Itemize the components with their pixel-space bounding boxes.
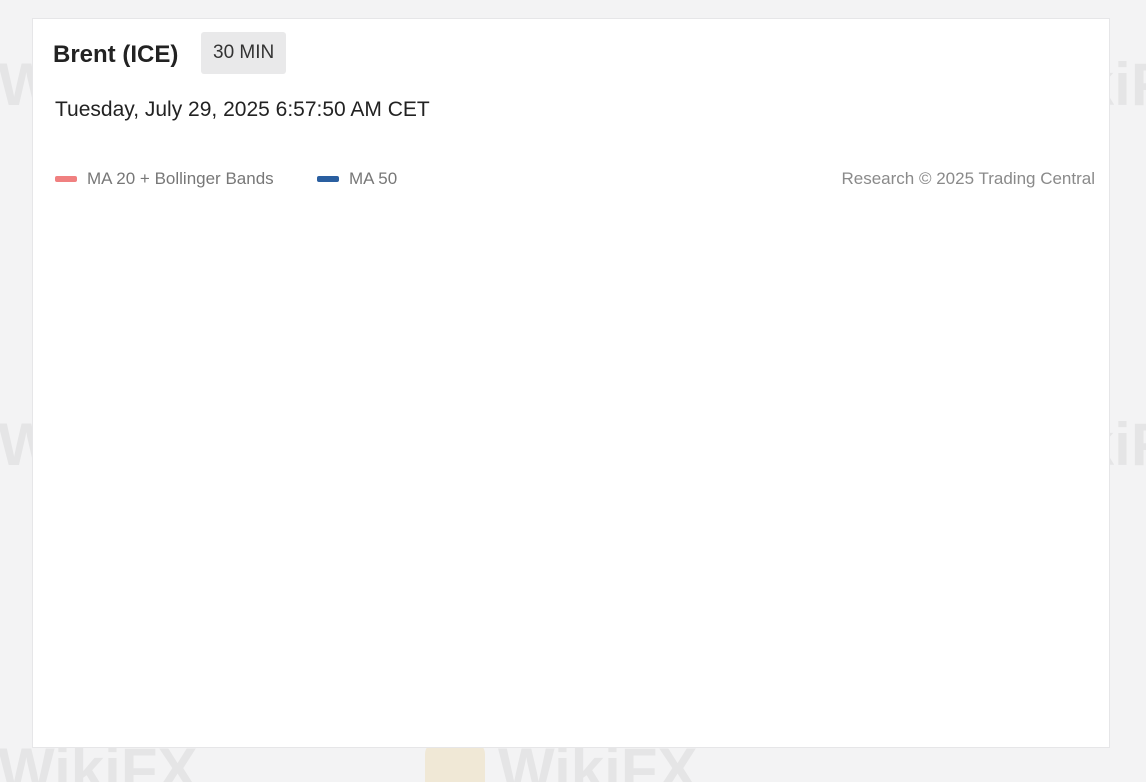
research-credit: Research © 2025 Trading Central xyxy=(841,169,1096,188)
interval-badge[interactable]: 30 MIN xyxy=(201,32,287,74)
instrument-title: Brent (ICE) xyxy=(53,41,179,68)
legend-label-ma50: MA 50 xyxy=(349,169,398,188)
legend-label-ma20: MA 20 + Bollinger Bands xyxy=(87,169,274,188)
chart-datetime: Tuesday, July 29, 2025 6:57:50 AM CET xyxy=(55,98,430,121)
watermark-logo-icon xyxy=(425,742,485,782)
ma20-swatch-icon xyxy=(55,176,77,182)
ma50-swatch-icon xyxy=(317,176,339,182)
legend-item-ma50: MA 50 xyxy=(317,169,397,189)
legend-item-ma20: MA 20 + Bollinger Bands xyxy=(55,169,274,189)
chart-card: Brent (ICE) 30 MIN Tuesday, July 29, 202… xyxy=(32,18,1110,748)
